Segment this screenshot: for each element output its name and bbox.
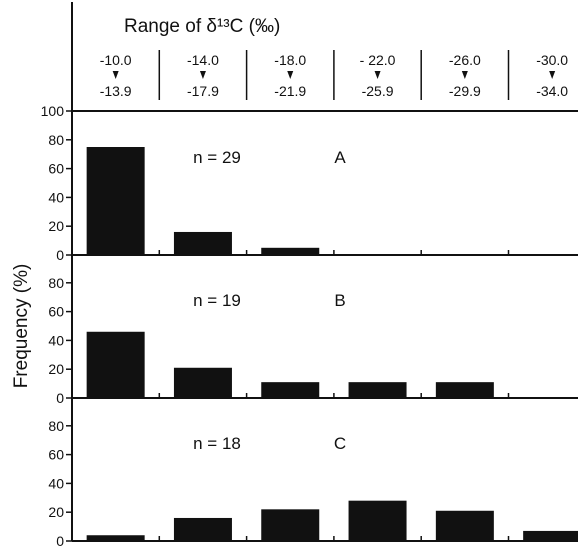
panel-A: 0 20 40 60 80 100 n = 29 A (41, 103, 578, 263)
y-tick-label: 80 (48, 418, 64, 434)
y-tick-label: 80 (48, 132, 64, 148)
panel-letter-label: B (334, 291, 345, 310)
sample-size-label: n = 29 (193, 148, 241, 167)
bar (173, 367, 232, 398)
header-title: Range of δ¹³C (‰) (124, 16, 280, 37)
chart-frame (71, 2, 578, 541)
y-tick-label: 60 (48, 161, 64, 177)
range-from-label: -30.0 (536, 52, 568, 68)
y-tick-label: 40 (48, 189, 64, 205)
header: Range of δ¹³C (‰) -10.0 -13.9 -14.0 -17.9 -1… (100, 16, 568, 100)
bar (435, 510, 494, 541)
range-from-label: -18.0 (274, 52, 306, 68)
range-arrow-icon (549, 71, 556, 79)
range-to-label: -21.9 (274, 83, 306, 99)
y-tick-label: 0 (56, 247, 64, 263)
range-to-label: -34.0 (536, 83, 568, 99)
range-arrow-icon (374, 71, 381, 79)
y-tick-label: 40 (48, 332, 64, 348)
panel-B: 0 20 40 60 80 n = 19 B (48, 275, 578, 406)
range-arrow-icon (461, 71, 468, 79)
bar (261, 509, 320, 541)
panels: 0 20 40 60 80 100 n = 29 A 0 20 40 60 80 n = 19 B 0 20 40… (41, 103, 578, 549)
y-tick-label: 20 (48, 361, 64, 377)
sample-size-label: n = 19 (193, 291, 241, 310)
bar (173, 517, 232, 541)
bar (86, 147, 145, 255)
bar (86, 535, 145, 541)
y-axis-label: Frequency (%) (11, 264, 32, 389)
y-tick-label: 20 (48, 504, 64, 520)
panel-letter-label: A (334, 148, 346, 167)
y-tick-label: 0 (56, 390, 64, 406)
bar (348, 382, 407, 398)
y-tick-label: 40 (48, 475, 64, 491)
sample-size-label: n = 18 (193, 434, 241, 453)
panel-letter-label: C (334, 434, 346, 453)
range-to-label: -25.9 (362, 83, 394, 99)
bar (86, 331, 145, 398)
bar (173, 231, 232, 255)
bar (523, 530, 578, 541)
range-from-label: -10.0 (100, 52, 132, 68)
y-tick-label: 60 (48, 304, 64, 320)
y-tick-label: 0 (56, 533, 64, 549)
range-from-label: - 22.0 (360, 52, 396, 68)
bar (435, 382, 494, 398)
y-tick-label: 80 (48, 275, 64, 291)
range-arrow-icon (287, 71, 294, 79)
y-tick-label: 60 (48, 447, 64, 463)
bar (348, 500, 407, 541)
range-from-label: -26.0 (449, 52, 481, 68)
y-tick-label: 20 (48, 218, 64, 234)
range-from-label: -14.0 (187, 52, 219, 68)
y-tick-label: 100 (41, 103, 65, 119)
range-to-label: -17.9 (187, 83, 219, 99)
range-to-label: -29.9 (449, 83, 481, 99)
bar (261, 247, 320, 255)
bar (261, 382, 320, 398)
range-to-label: -13.9 (100, 83, 132, 99)
range-arrow-icon (112, 71, 119, 79)
panel-C: 0 20 40 60 80 n = 18 C (48, 418, 578, 549)
range-arrow-icon (199, 71, 206, 79)
